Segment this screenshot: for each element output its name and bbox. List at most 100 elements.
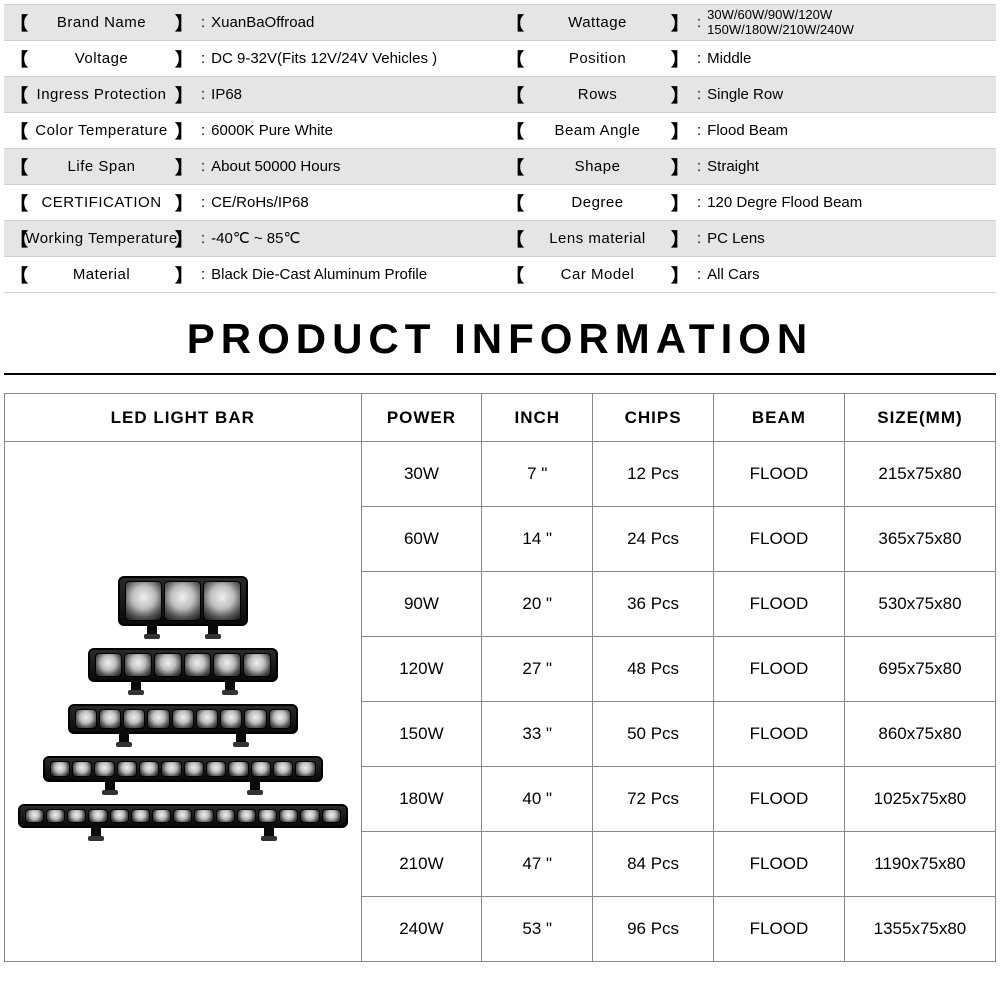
table-cell-inch: 7 " [482,442,593,507]
lightbar-icon [43,756,323,782]
led-icon [152,809,171,823]
table-header-row: LED LIGHT BARPOWERINCHCHIPSBEAMSIZE(MM) [5,394,996,442]
table-cell-inch: 33 " [482,702,593,767]
spec-label-text: Ingress Protection [37,86,167,103]
table-cell-beam: FLOOD [713,637,844,702]
mount-icon [91,824,101,838]
led-icon [258,809,277,823]
table-cell-size: 365x75x80 [844,507,995,572]
led-icon [67,809,86,823]
table-cell-chips: 72 Pcs [593,767,714,832]
bracket-left-icon: 【 [506,10,524,36]
spec-label: 【Working Temperature】 [4,230,199,247]
spec-value: All Cars [705,266,996,283]
bracket-right-icon: 】 [671,10,689,36]
led-icon [269,709,291,729]
table-cell-beam: FLOOD [713,442,844,507]
table-cell-power: 60W [361,507,482,572]
table-cell-chips: 12 Pcs [593,442,714,507]
colon: : [199,122,209,139]
table-cell-chips: 24 Pcs [593,507,714,572]
spec-row: 【Rows】:Single Row [500,77,996,113]
spec-label: 【Rows】 [500,86,695,103]
mount-icon [236,730,246,744]
led-icon [216,809,235,823]
spec-label: 【Lens material】 [500,230,695,247]
spec-label-text: Beam Angle [555,122,641,139]
led-icon [94,761,114,777]
led-icon [251,761,271,777]
table-cell-chips: 96 Pcs [593,897,714,962]
table-cell-beam: FLOOD [713,767,844,832]
led-icon [139,761,159,777]
table-cell-size: 860x75x80 [844,702,995,767]
led-icon [273,761,293,777]
led-icon [154,653,182,677]
spec-label-text: Color Temperature [35,122,167,139]
led-icon [184,761,204,777]
table-cell-chips: 36 Pcs [593,572,714,637]
mount-icon [119,730,129,744]
spec-value: IP68 [209,86,500,103]
led-icon [110,809,129,823]
spec-label: 【Wattage】 [500,14,695,31]
spec-row: 【Working Temperature】:-40℃ ~ 85℃ [4,221,500,257]
spec-row: 【Wattage】:30W/60W/90W/120W150W/180W/210W… [500,5,996,41]
bracket-left-icon: 【 [506,82,524,108]
spec-label: 【Color Temperature】 [4,122,199,139]
led-icon [322,809,341,823]
bracket-left-icon: 【 [10,262,28,288]
led-icon [184,653,212,677]
spec-label: 【Degree】 [500,194,695,211]
spec-label-text: Life Span [68,158,136,175]
spec-row: 【Beam Angle】:Flood Beam [500,113,996,149]
bracket-right-icon: 】 [671,226,689,252]
spec-value: Flood Beam [705,122,996,139]
bracket-left-icon: 【 [10,82,28,108]
spec-row: 【Material】:Black Die-Cast Aluminum Profi… [4,257,500,293]
colon: : [199,14,209,31]
spec-value: CE/RoHs/IP68 [209,194,500,211]
spec-value: XuanBaOffroad [209,14,500,31]
product-info-table: LED LIGHT BARPOWERINCHCHIPSBEAMSIZE(MM) … [4,393,996,962]
table-cell-power: 180W [361,767,482,832]
table-cell-inch: 14 " [482,507,593,572]
lightbar-image-cell [5,442,362,962]
bracket-right-icon: 】 [175,118,193,144]
bracket-right-icon: 】 [175,46,193,72]
spec-value: Single Row [705,86,996,103]
spec-label-text: Working Temperature [25,230,177,247]
spec-label-text: Shape [575,158,621,175]
spec-label-text: Brand Name [57,14,146,31]
spec-label-text: Degree [571,194,623,211]
bracket-left-icon: 【 [506,46,524,72]
spec-label: 【CERTIFICATION】 [4,194,199,211]
bracket-right-icon: 】 [175,82,193,108]
bracket-left-icon: 【 [10,190,28,216]
lightbar-icon [18,804,348,828]
colon: : [199,50,209,67]
bracket-right-icon: 】 [175,10,193,36]
bracket-left-icon: 【 [10,118,28,144]
led-icon [213,653,241,677]
spec-label: 【Ingress Protection】 [4,86,199,103]
table-cell-power: 150W [361,702,482,767]
led-icon [124,653,152,677]
bracket-right-icon: 】 [671,46,689,72]
bracket-right-icon: 】 [671,154,689,180]
table-cell-power: 210W [361,832,482,897]
bracket-right-icon: 】 [175,154,193,180]
led-icon [99,709,121,729]
colon: : [695,194,705,211]
spec-value: About 50000 Hours [209,158,500,175]
led-icon [95,653,123,677]
spec-label: 【Life Span】 [4,158,199,175]
led-icon [237,809,256,823]
table-cell-size: 215x75x80 [844,442,995,507]
bracket-right-icon: 】 [175,226,193,252]
bracket-right-icon: 】 [175,262,193,288]
table-cell-size: 1190x75x80 [844,832,995,897]
table-body: 30W7 "12 PcsFLOOD215x75x8060W14 "24 PcsF… [5,442,996,962]
mount-icon [208,622,218,636]
spec-row: 【Car Model】:All Cars [500,257,996,293]
